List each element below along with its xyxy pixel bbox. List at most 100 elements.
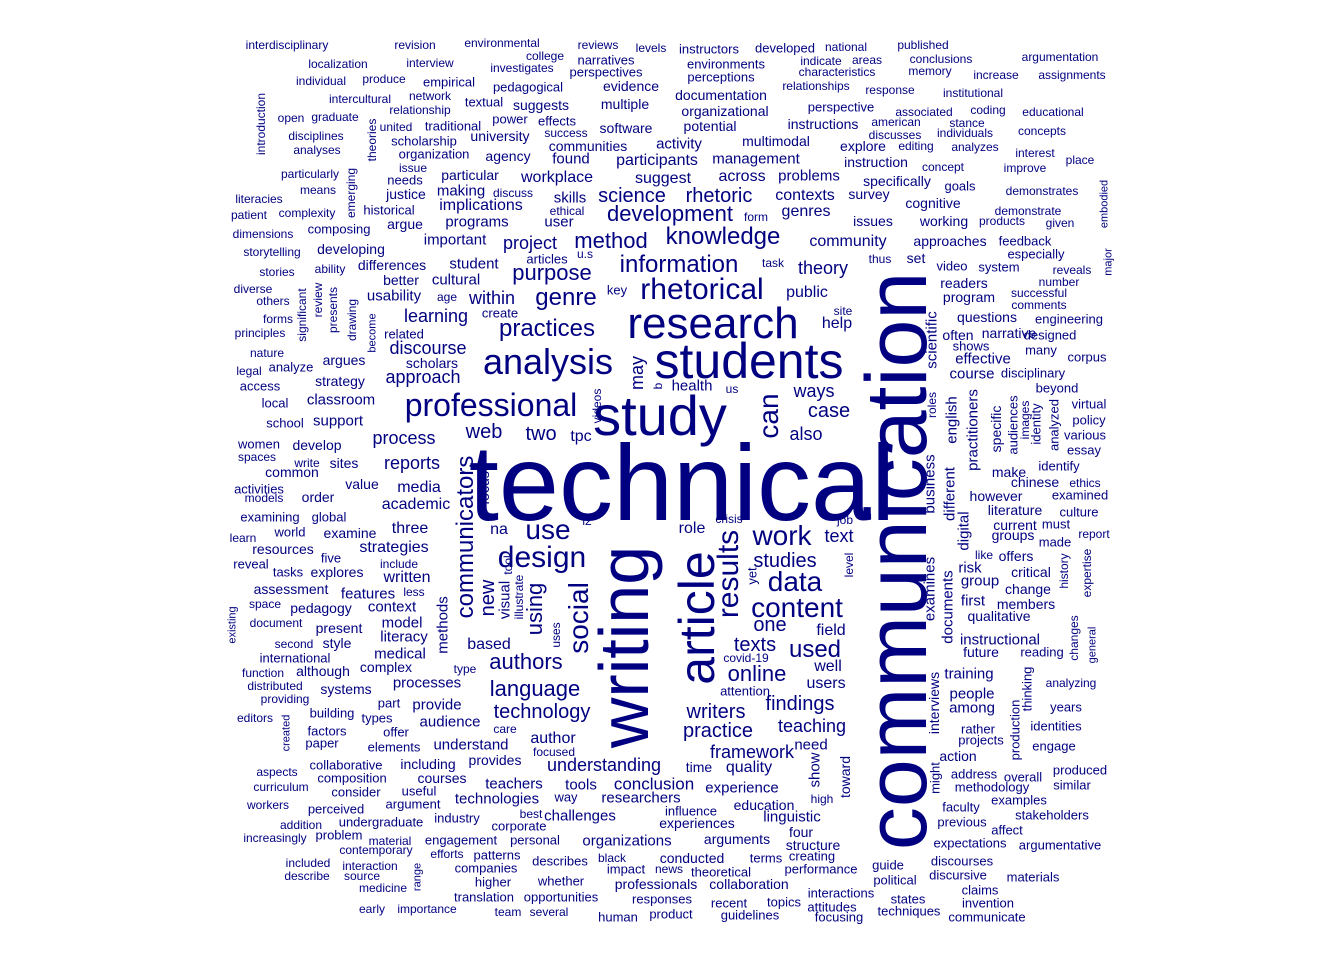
word-drawing: drawing [345,298,359,342]
word-created: created [280,714,293,752]
word-people: people [949,685,995,703]
word-environments: environments [686,56,766,72]
word-interviews: interviews [926,671,942,735]
word-developing: developing [317,241,385,257]
word-published: published [897,38,949,52]
word-assessment: assessment [253,581,329,597]
word-provides: provides [468,752,522,768]
word-roles: roles [925,391,939,419]
word-review: review [311,282,325,318]
word-similar: similar [1053,777,1091,793]
word-essay: essay [1067,442,1101,458]
word-discursive: discursive [929,867,987,883]
word-graduate: graduate [311,110,359,124]
word-across: across [718,168,766,185]
word-legal: legal [236,364,262,378]
word-tools: tools [565,776,597,794]
word-goals: goals [944,178,976,194]
word-types: types [361,710,393,726]
word-literacies: literacies [235,192,283,206]
word-national: national [824,40,868,54]
word-tasks: tasks [272,564,304,580]
word-influence: influence [664,803,718,819]
word-nature: nature [249,346,285,360]
word-historical: historical [363,202,415,218]
word-well: well [814,658,842,675]
word-open: open [277,111,305,125]
word-general: general [1086,626,1099,664]
word-disciplinary: disciplinary [1000,365,1066,381]
word-materials: materials [1006,869,1060,885]
word-teachers: teachers [485,775,543,793]
word-video: video [936,258,968,274]
word-rather: rather [961,721,995,737]
word-place: place [1065,153,1095,167]
word-experience: experience [705,779,779,797]
word-often: often [942,327,974,343]
word-interactions: interactions [807,885,875,901]
word-academic: academic [381,496,451,513]
word-importance: importance [397,902,457,916]
word-guidelines: guidelines [720,907,780,923]
word-role: role [678,520,706,537]
word-program: program [942,289,996,305]
word-contexts: contexts [775,187,835,204]
word-success: success [544,126,588,140]
word-invention: invention [961,895,1015,911]
word-american: american [871,115,921,129]
word-narrative: narrative [981,325,1037,341]
word-localization: localization [308,57,368,71]
word-experiences: experiences [659,815,735,831]
word-writers: writers [686,701,746,723]
word-identify: identify [1038,458,1080,474]
word-source: source [343,869,381,883]
word-high: high [810,792,834,806]
word-using: using [522,582,547,636]
word-group: group [960,572,1000,590]
word-technologies: technologies [454,790,540,808]
word-overall: overall [1003,769,1043,785]
word-scholarship: scholarship [391,133,457,149]
word-coding: coding [970,103,1006,117]
word-problem: problem [315,827,363,843]
word-stories: stories [259,265,295,279]
word-instructions: instructions [787,116,859,132]
word-professionals: professionals [614,876,698,892]
word-world: world [274,524,306,540]
word-including: including [400,756,456,772]
word-might: might [927,762,943,794]
word-traditional: traditional [424,118,482,134]
word-creating: creating [788,848,836,864]
word-terms: terms [749,850,783,866]
word-editing: editing [898,139,934,153]
word-thus: thus [868,252,892,266]
word-offer: offer [383,724,409,740]
word-school: school [266,415,304,431]
word-memory: memory [908,64,952,78]
word-images: images [1018,400,1032,440]
word-literacy: literacy [380,628,428,646]
word-corporate: corporate [491,818,547,834]
word-analyzes: analyzes [951,140,999,154]
word-expertise: expertise [1080,548,1094,598]
word-practice: practice [682,720,754,742]
word-need: need [794,736,828,754]
word-questions: questions [957,309,1017,325]
word-argument: argument [385,796,441,812]
word-efforts: efforts [430,847,464,861]
word-conclusions: conclusions [909,52,973,66]
word-perspective: perspective [807,99,875,115]
word-designed: designed [1023,327,1077,343]
word-textual: textual [464,94,504,110]
word-scientific: scientific [923,311,941,369]
word-argues: argues [322,352,366,368]
word-classroom: classroom [306,391,376,409]
word-language: language [489,676,581,701]
word-readers: readers [940,275,988,291]
word-theory: theory [797,258,849,278]
word-qualitative: qualitative [967,608,1031,624]
word-teaching: teaching [777,716,847,736]
word-emerging: emerging [344,167,358,219]
word-systems: systems [320,681,372,697]
word-understanding: understanding [546,755,662,775]
